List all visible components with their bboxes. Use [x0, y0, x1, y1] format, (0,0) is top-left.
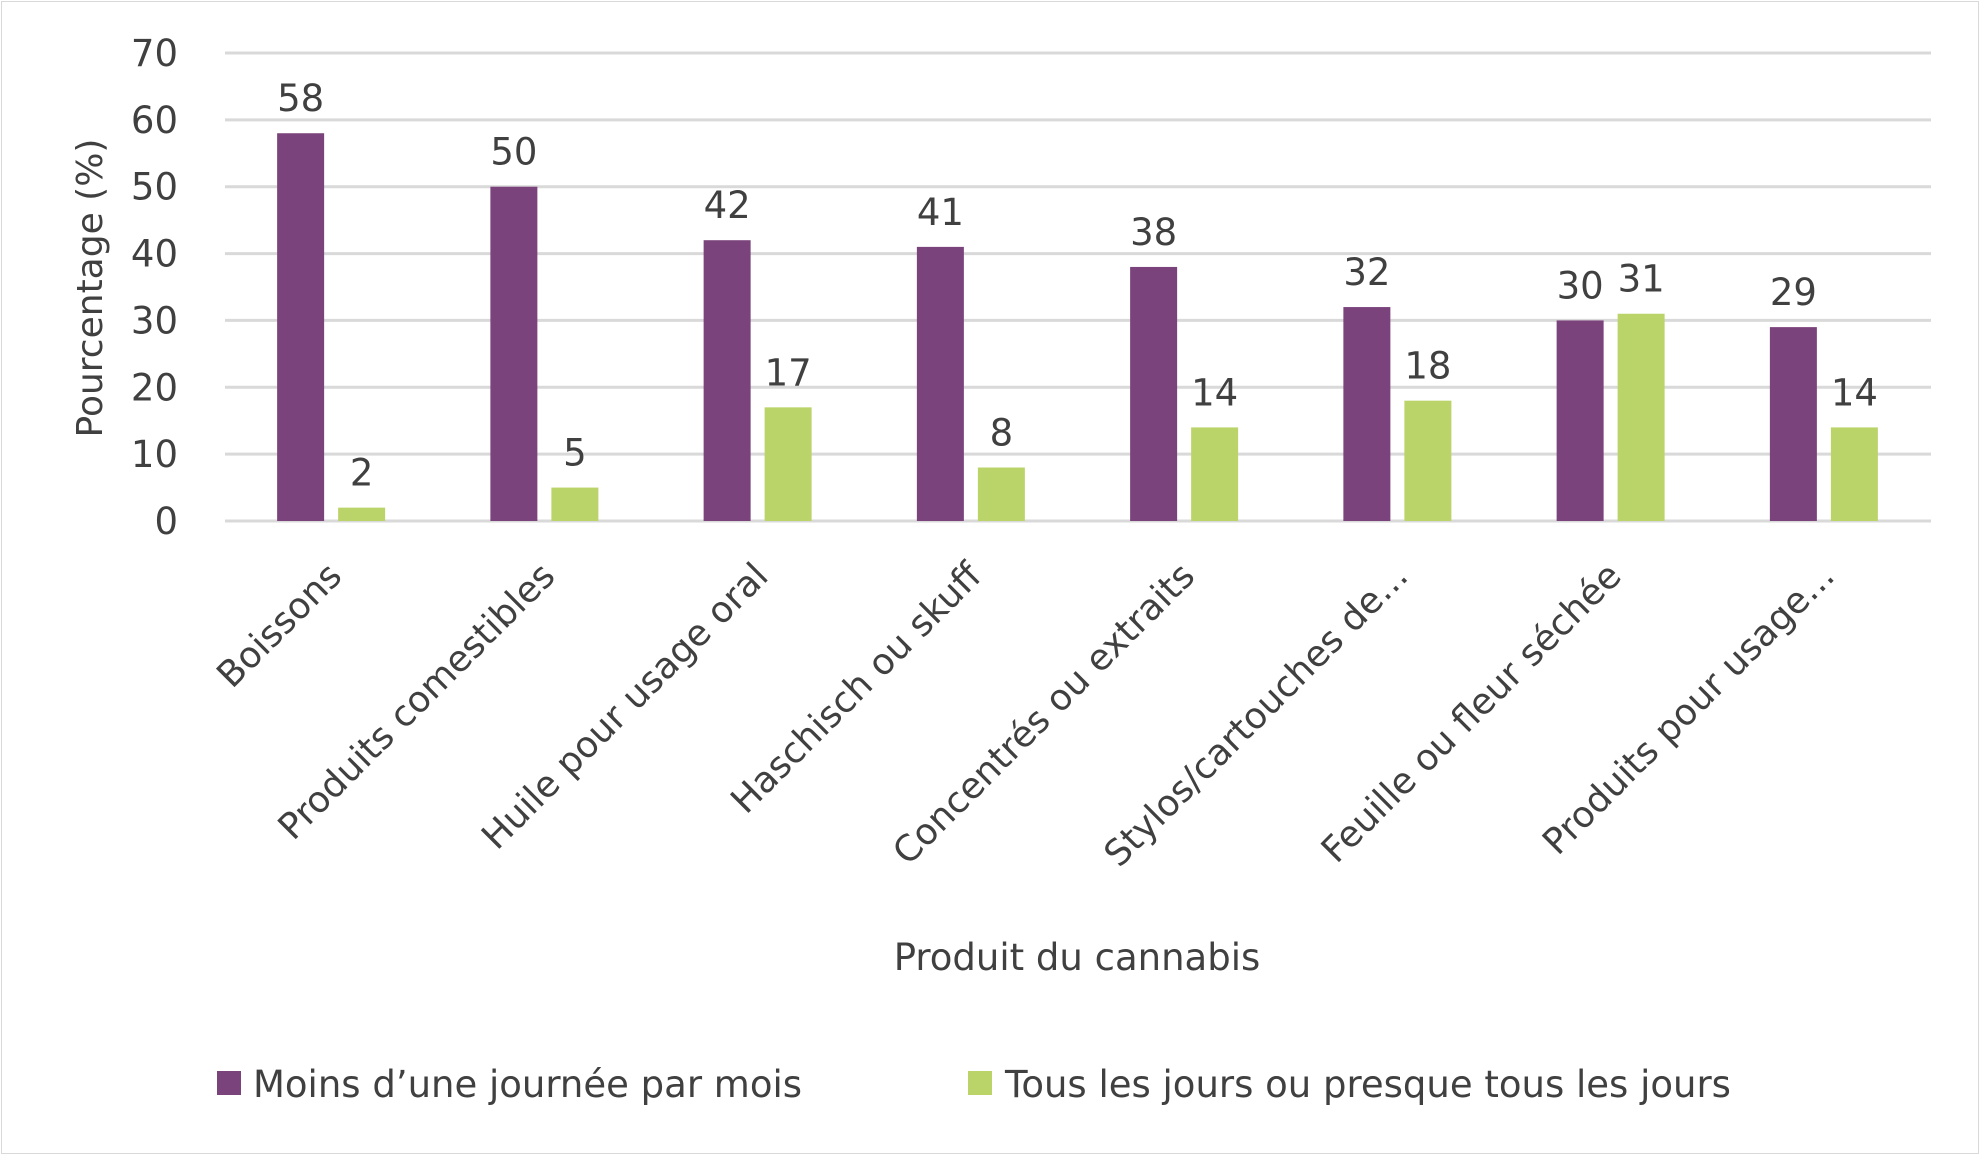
y-axis-title: Pourcentage (%)	[70, 139, 111, 438]
data-label: 14	[1191, 371, 1238, 414]
data-label: 42	[704, 184, 751, 227]
y-tick-label: 30	[131, 299, 178, 342]
legend-swatch	[968, 1071, 992, 1095]
data-label: 29	[1770, 271, 1817, 314]
data-label: 30	[1557, 264, 1604, 307]
bar-monthly	[490, 186, 538, 521]
bar-monthly	[916, 246, 964, 521]
x-axis-title: Produit du cannabis	[894, 936, 1261, 979]
data-label: 2	[350, 452, 374, 495]
data-label: 50	[490, 131, 537, 174]
data-label: 14	[1831, 371, 1878, 414]
data-label: 31	[1618, 258, 1665, 301]
y-tick-label: 20	[131, 366, 178, 409]
data-label: 5	[563, 432, 587, 475]
data-label: 58	[277, 77, 324, 120]
bar-daily	[977, 467, 1025, 521]
y-tick-label: 60	[131, 99, 178, 142]
data-label: 18	[1404, 345, 1451, 388]
data-label: 41	[917, 191, 964, 234]
bar-daily	[1404, 400, 1452, 521]
legend: Moins d’une journée par mois Tous les jou…	[217, 1063, 1731, 1106]
bar-daily	[338, 507, 386, 521]
legend-label: Moins d’une journée par mois	[253, 1063, 802, 1106]
bar-daily	[764, 407, 812, 521]
bar-daily	[551, 487, 599, 521]
bar-monthly	[1556, 320, 1604, 521]
bar-monthly	[703, 240, 751, 521]
data-label: 32	[1343, 251, 1390, 294]
legend-swatch	[217, 1071, 241, 1095]
legend-label: Tous les jours ou presque tous les jours	[1004, 1063, 1731, 1106]
bar-monthly	[1343, 307, 1391, 521]
y-tick-label: 50	[131, 166, 178, 209]
y-tick-label: 70	[131, 32, 178, 75]
data-label: 38	[1130, 211, 1177, 254]
y-tick-label: 40	[131, 233, 178, 276]
bar-monthly	[1130, 266, 1178, 521]
bar-monthly	[1769, 327, 1817, 521]
bar-daily	[1617, 313, 1665, 521]
data-label: 17	[765, 351, 812, 394]
bar-daily	[1830, 427, 1878, 521]
y-tick-label: 10	[131, 433, 178, 476]
bar-daily	[1191, 427, 1239, 521]
bar-monthly	[277, 133, 325, 521]
y-tick-label: 0	[154, 500, 178, 543]
x-tick-label: Boissons	[209, 555, 350, 696]
data-label: 8	[990, 412, 1014, 455]
